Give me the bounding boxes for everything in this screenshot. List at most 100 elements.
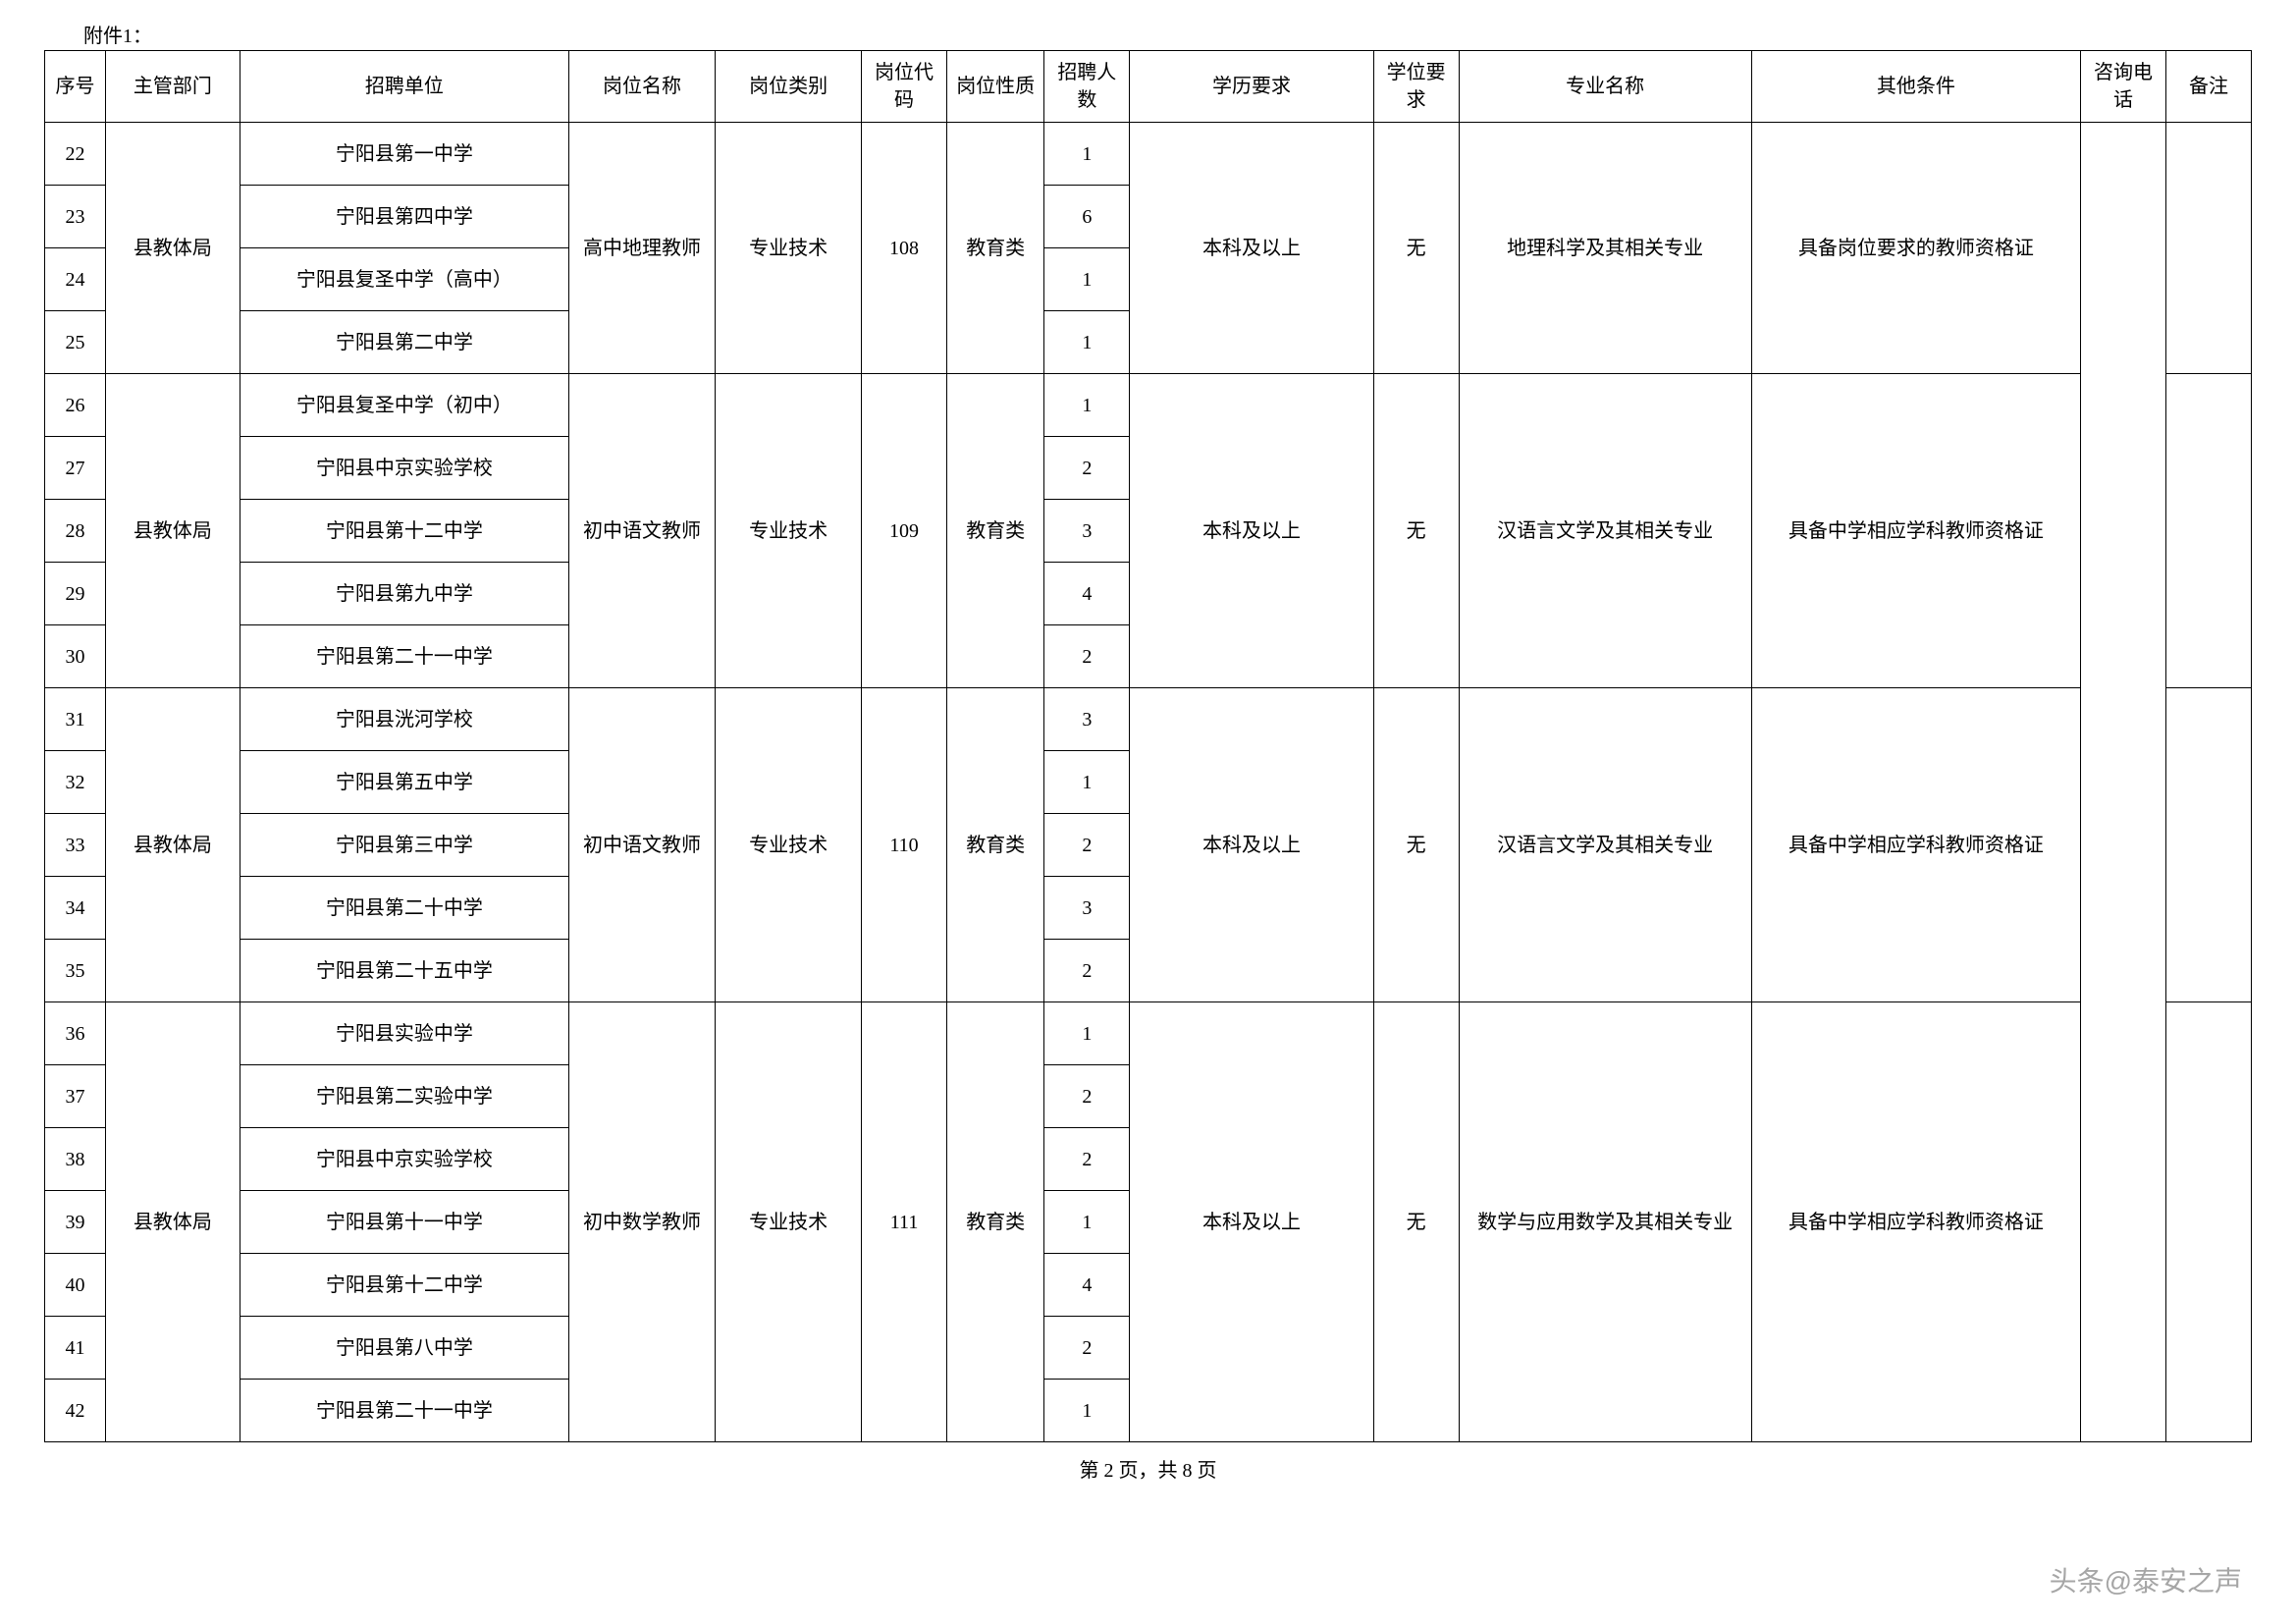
cell-poscode: 111 — [862, 1002, 947, 1442]
cell-unit: 宁阳县中京实验学校 — [240, 437, 568, 500]
cell-unit: 宁阳县复圣中学（初中） — [240, 374, 568, 437]
cell-posnature: 教育类 — [947, 374, 1044, 688]
cell-edu: 本科及以上 — [1130, 1002, 1373, 1442]
cell-count: 2 — [1044, 437, 1130, 500]
cell-degree: 无 — [1373, 688, 1459, 1002]
header-postype: 岗位类别 — [716, 51, 862, 123]
recruitment-table: 序号 主管部门 招聘单位 岗位名称 岗位类别 岗位代码 岗位性质 招聘人数 学历… — [44, 50, 2252, 1442]
cell-posname: 高中地理教师 — [569, 123, 716, 374]
cell-seq: 28 — [45, 500, 106, 563]
cell-unit: 宁阳县第二十一中学 — [240, 1380, 568, 1442]
cell-remark — [2165, 123, 2251, 374]
header-poscode: 岗位代码 — [862, 51, 947, 123]
cell-unit: 宁阳县中京实验学校 — [240, 1128, 568, 1191]
cell-unit: 宁阳县第一中学 — [240, 123, 568, 186]
cell-posnature: 教育类 — [947, 123, 1044, 374]
cell-seq: 22 — [45, 123, 106, 186]
cell-other: 具备岗位要求的教师资格证 — [1751, 123, 2080, 374]
cell-other: 具备中学相应学科教师资格证 — [1751, 1002, 2080, 1442]
header-dept: 主管部门 — [106, 51, 240, 123]
cell-phone — [2081, 123, 2166, 1442]
cell-degree: 无 — [1373, 1002, 1459, 1442]
cell-unit: 宁阳县洸河学校 — [240, 688, 568, 751]
cell-count: 4 — [1044, 1254, 1130, 1317]
header-remark: 备注 — [2165, 51, 2251, 123]
cell-dept: 县教体局 — [106, 688, 240, 1002]
page-footer: 第 2 页，共 8 页 — [44, 1454, 2252, 1483]
cell-count: 3 — [1044, 500, 1130, 563]
cell-count: 2 — [1044, 940, 1130, 1002]
cell-count: 1 — [1044, 1002, 1130, 1065]
cell-seq: 36 — [45, 1002, 106, 1065]
cell-count: 2 — [1044, 625, 1130, 688]
header-unit: 招聘单位 — [240, 51, 568, 123]
cell-seq: 33 — [45, 814, 106, 877]
cell-count: 1 — [1044, 1380, 1130, 1442]
cell-remark — [2165, 374, 2251, 688]
cell-count: 2 — [1044, 1065, 1130, 1128]
header-degree: 学位要求 — [1373, 51, 1459, 123]
cell-seq: 24 — [45, 248, 106, 311]
cell-remark — [2165, 1002, 2251, 1442]
cell-seq: 29 — [45, 563, 106, 625]
cell-unit: 宁阳县第二十一中学 — [240, 625, 568, 688]
cell-count: 3 — [1044, 877, 1130, 940]
cell-count: 3 — [1044, 688, 1130, 751]
cell-poscode: 108 — [862, 123, 947, 374]
cell-unit: 宁阳县第二中学 — [240, 311, 568, 374]
cell-degree: 无 — [1373, 123, 1459, 374]
cell-count: 2 — [1044, 1317, 1130, 1380]
header-major: 专业名称 — [1459, 51, 1751, 123]
cell-poscode: 109 — [862, 374, 947, 688]
cell-seq: 26 — [45, 374, 106, 437]
cell-count: 2 — [1044, 1128, 1130, 1191]
header-seq: 序号 — [45, 51, 106, 123]
cell-seq: 37 — [45, 1065, 106, 1128]
cell-unit: 宁阳县实验中学 — [240, 1002, 568, 1065]
cell-unit: 宁阳县第二十五中学 — [240, 940, 568, 1002]
cell-seq: 23 — [45, 186, 106, 248]
cell-posname: 初中语文教师 — [569, 688, 716, 1002]
cell-edu: 本科及以上 — [1130, 374, 1373, 688]
table-header-row: 序号 主管部门 招聘单位 岗位名称 岗位类别 岗位代码 岗位性质 招聘人数 学历… — [45, 51, 2252, 123]
cell-major: 汉语言文学及其相关专业 — [1459, 374, 1751, 688]
cell-major: 地理科学及其相关专业 — [1459, 123, 1751, 374]
cell-unit: 宁阳县第十二中学 — [240, 1254, 568, 1317]
cell-count: 4 — [1044, 563, 1130, 625]
cell-unit: 宁阳县第四中学 — [240, 186, 568, 248]
cell-seq: 27 — [45, 437, 106, 500]
cell-posname: 初中数学教师 — [569, 1002, 716, 1442]
cell-postype: 专业技术 — [716, 1002, 862, 1442]
cell-count: 1 — [1044, 751, 1130, 814]
cell-seq: 38 — [45, 1128, 106, 1191]
cell-unit: 宁阳县第二实验中学 — [240, 1065, 568, 1128]
cell-edu: 本科及以上 — [1130, 123, 1373, 374]
cell-seq: 42 — [45, 1380, 106, 1442]
cell-unit: 宁阳县第十一中学 — [240, 1191, 568, 1254]
cell-seq: 35 — [45, 940, 106, 1002]
cell-seq: 40 — [45, 1254, 106, 1317]
cell-postype: 专业技术 — [716, 688, 862, 1002]
header-posname: 岗位名称 — [569, 51, 716, 123]
cell-count: 6 — [1044, 186, 1130, 248]
cell-count: 1 — [1044, 1191, 1130, 1254]
cell-dept: 县教体局 — [106, 123, 240, 374]
cell-seq: 34 — [45, 877, 106, 940]
cell-other: 具备中学相应学科教师资格证 — [1751, 374, 2080, 688]
cell-dept: 县教体局 — [106, 1002, 240, 1442]
cell-seq: 41 — [45, 1317, 106, 1380]
cell-seq: 31 — [45, 688, 106, 751]
cell-postype: 专业技术 — [716, 374, 862, 688]
cell-major: 汉语言文学及其相关专业 — [1459, 688, 1751, 1002]
header-phone: 咨询电话 — [2081, 51, 2166, 123]
attachment-label: 附件1： — [83, 20, 2252, 48]
cell-posnature: 教育类 — [947, 688, 1044, 1002]
watermark: 头条@泰安之声 — [2050, 1560, 2242, 1599]
cell-seq: 30 — [45, 625, 106, 688]
cell-major: 数学与应用数学及其相关专业 — [1459, 1002, 1751, 1442]
cell-dept: 县教体局 — [106, 374, 240, 688]
cell-poscode: 110 — [862, 688, 947, 1002]
table-row: 36县教体局宁阳县实验中学初中数学教师专业技术111教育类1本科及以上无数学与应… — [45, 1002, 2252, 1065]
table-row: 22县教体局宁阳县第一中学高中地理教师专业技术108教育类1本科及以上无地理科学… — [45, 123, 2252, 186]
cell-count: 1 — [1044, 123, 1130, 186]
